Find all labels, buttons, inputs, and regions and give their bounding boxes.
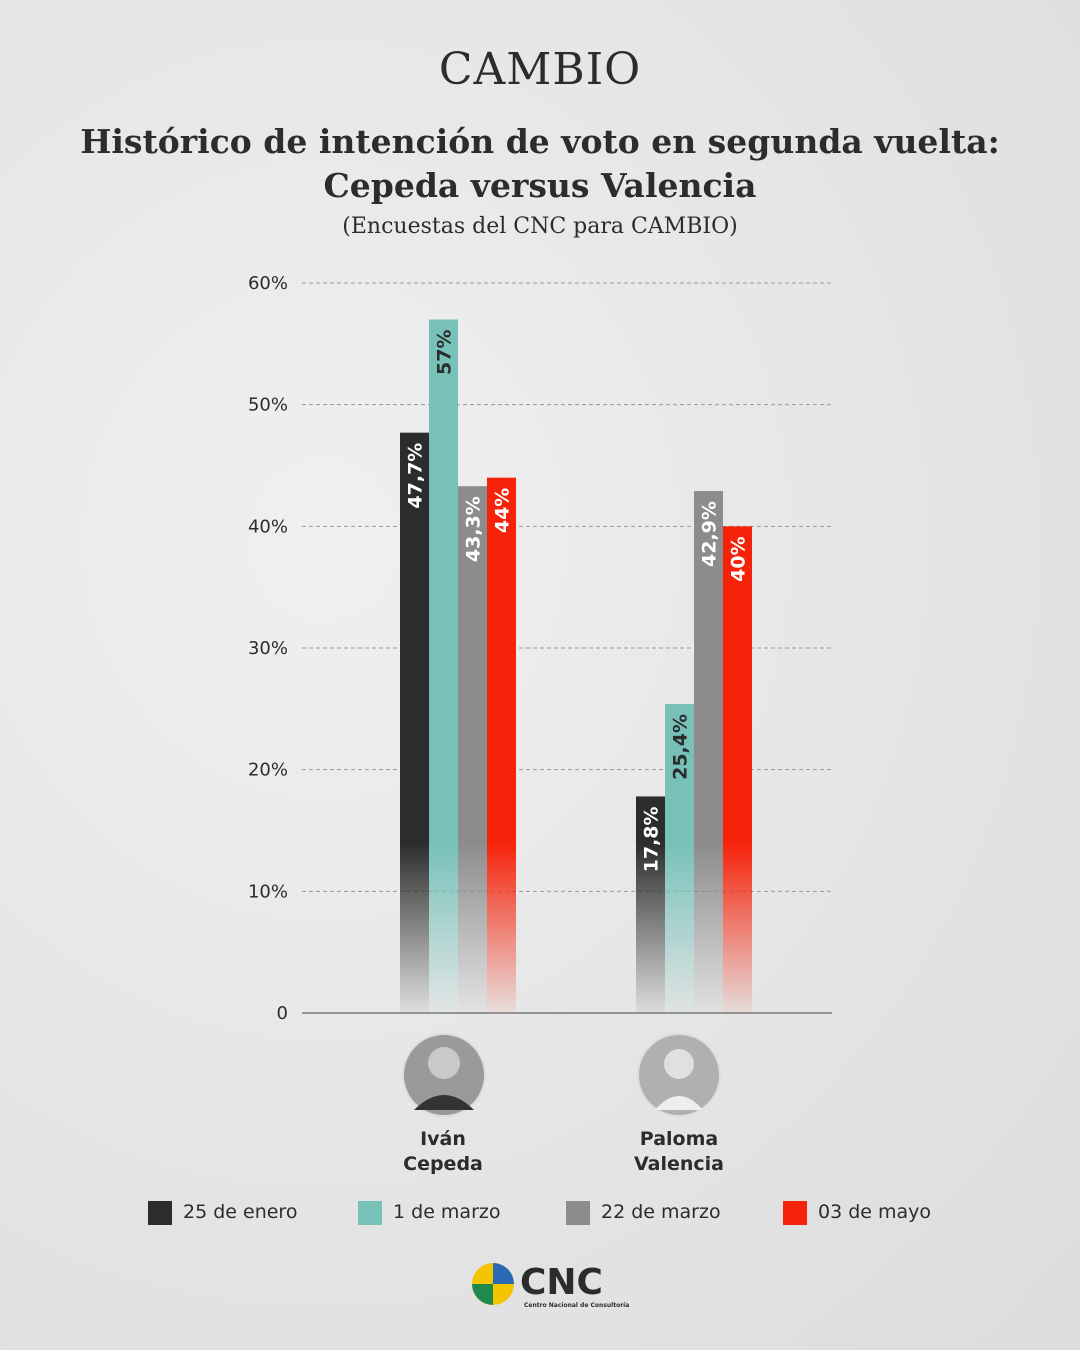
x-tick-label: Paloma Valencia [633, 1128, 724, 1175]
value-label: 47,7% [405, 443, 427, 509]
x-tick-label: Iván Cepeda [403, 1128, 483, 1175]
value-label: 57% [434, 330, 456, 375]
y-tick-label: 60% [248, 273, 288, 294]
portrait-valencia [637, 1033, 721, 1117]
legend-label: 03 de mayo [818, 1201, 932, 1223]
value-label: 25,4% [670, 714, 692, 780]
bar [636, 796, 665, 1013]
chart-title: Cepeda versus Valencia [323, 166, 757, 205]
legend-swatch [148, 1201, 172, 1225]
legend-swatch [358, 1201, 382, 1225]
legend-label: 25 de enero [183, 1201, 298, 1223]
bar [400, 432, 429, 1013]
value-label: 42,9% [699, 501, 721, 567]
chart-subtitle: (Encuestas del CNC para CAMBIO) [342, 214, 738, 239]
brand: CAMBIO [438, 44, 642, 95]
cnc-logo-mark [472, 1263, 514, 1305]
footer-logo: CNC [520, 1262, 603, 1303]
value-label: 43,3% [463, 496, 485, 562]
bar [487, 477, 516, 1014]
value-label: 40% [728, 536, 750, 581]
y-tick-label: 40% [248, 516, 288, 537]
y-tick-label: 20% [248, 760, 288, 781]
bar [723, 526, 752, 1013]
legend-label: 1 de marzo [393, 1201, 501, 1223]
y-tick-label: 50% [248, 395, 288, 416]
value-label: 44% [492, 488, 514, 533]
bar [665, 703, 694, 1013]
portrait-cepeda [402, 1033, 486, 1117]
value-label: 17,8% [641, 806, 663, 872]
y-tick-label: 0 [277, 1003, 288, 1024]
legend-label: 22 de marzo [601, 1201, 721, 1223]
legend-swatch [566, 1201, 590, 1225]
bar [694, 491, 723, 1013]
bar [458, 486, 487, 1013]
legend-swatch [783, 1201, 807, 1225]
chart-title: Histórico de intención de voto en segund… [80, 122, 1000, 161]
y-tick-label: 10% [248, 881, 288, 902]
bar [429, 319, 458, 1013]
y-tick-label: 30% [248, 638, 288, 659]
footer-logo-caption: Centro Nacional de Consultoría [524, 1302, 630, 1309]
